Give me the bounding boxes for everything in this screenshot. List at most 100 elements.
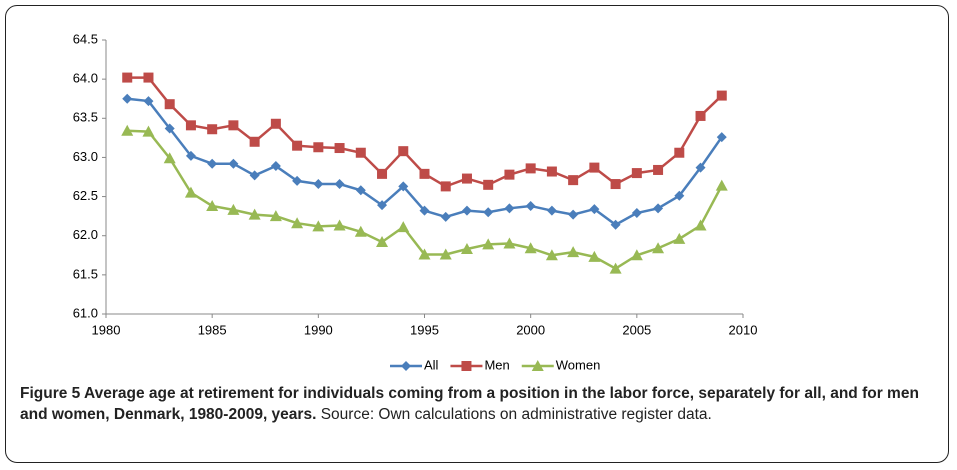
figure-frame xyxy=(5,5,949,463)
data-point xyxy=(503,237,516,249)
data-point xyxy=(609,262,622,274)
data-point xyxy=(355,185,366,196)
data-point xyxy=(504,203,515,214)
data-point xyxy=(631,168,642,179)
y-tick-label: 63.5 xyxy=(73,110,98,125)
data-point xyxy=(631,208,642,219)
data-point xyxy=(483,179,494,190)
data-point xyxy=(524,242,537,254)
data-point xyxy=(694,219,707,231)
data-point xyxy=(376,235,389,247)
data-point xyxy=(440,181,451,192)
y-tick-label: 64.0 xyxy=(73,71,98,86)
data-point xyxy=(185,120,196,131)
data-point xyxy=(164,123,175,134)
data-point xyxy=(355,147,366,158)
data-point xyxy=(397,221,410,233)
x-tick-label: 1980 xyxy=(92,322,121,337)
data-point xyxy=(334,143,345,154)
data-point xyxy=(377,200,388,211)
data-point xyxy=(270,118,281,129)
data-point xyxy=(313,179,324,190)
legend-label: All xyxy=(424,357,439,372)
y-tick-label: 61.5 xyxy=(73,266,98,281)
data-point xyxy=(589,162,600,173)
data-point xyxy=(313,142,324,153)
y-tick-label: 64.5 xyxy=(73,31,98,46)
chart: 61.0 61.5 62.0 62.5 63.0 63.5 64.0 64.5 1980 1985… xyxy=(73,31,758,372)
data-point xyxy=(482,238,495,250)
data-point xyxy=(312,220,325,232)
data-point xyxy=(121,124,134,136)
data-point xyxy=(652,242,665,254)
data-point xyxy=(122,93,133,104)
data-point xyxy=(439,248,452,260)
data-point xyxy=(630,249,643,261)
data-point xyxy=(419,205,430,216)
data-point xyxy=(483,207,494,218)
data-point xyxy=(377,168,388,179)
legend-label: Men xyxy=(484,357,509,372)
data-point xyxy=(610,219,621,230)
data-point xyxy=(653,203,664,214)
data-point xyxy=(504,169,515,180)
data-point xyxy=(207,158,218,169)
data-point xyxy=(228,120,239,131)
data-point xyxy=(525,163,536,174)
x-tick-label: 2010 xyxy=(729,322,758,337)
x-tick-label: 1985 xyxy=(198,322,227,337)
data-point xyxy=(460,243,473,255)
data-point xyxy=(674,147,685,158)
data-point xyxy=(164,99,175,110)
y-tick-label: 62.5 xyxy=(73,188,98,203)
data-point xyxy=(546,205,557,216)
data-point xyxy=(610,179,621,190)
data-point xyxy=(461,173,472,184)
data-point xyxy=(269,210,282,222)
data-point xyxy=(419,168,430,179)
legend-marker xyxy=(401,361,411,371)
data-point xyxy=(715,179,728,191)
data-point xyxy=(674,190,685,201)
data-point xyxy=(440,211,451,222)
data-point xyxy=(545,249,558,261)
data-point xyxy=(163,152,176,164)
caption-title: Figure 5 Average age at retirement for i… xyxy=(20,385,919,423)
data-point xyxy=(184,186,197,198)
x-tick-label: 1990 xyxy=(304,322,333,337)
data-point xyxy=(716,90,727,101)
data-point xyxy=(206,199,219,211)
data-point xyxy=(291,217,304,229)
data-point xyxy=(292,140,303,151)
data-point xyxy=(567,246,580,258)
data-point xyxy=(398,181,409,192)
data-point xyxy=(418,248,431,260)
x-tick-label: 2000 xyxy=(516,322,545,337)
data-point xyxy=(695,110,706,121)
x-tick-label: 2005 xyxy=(622,322,651,337)
data-point xyxy=(398,146,409,157)
data-point xyxy=(354,225,367,237)
data-point xyxy=(292,175,303,186)
data-point xyxy=(525,200,536,211)
data-point xyxy=(461,205,472,216)
data-point xyxy=(249,136,260,147)
data-point xyxy=(249,170,260,181)
data-point xyxy=(695,162,706,173)
data-point xyxy=(546,166,557,177)
legend-marker xyxy=(461,361,472,371)
data-point xyxy=(207,124,218,135)
x-tick-label: 1995 xyxy=(410,322,439,337)
data-point xyxy=(334,179,345,190)
data-point xyxy=(568,209,579,220)
caption-source: Source: Own calculations on administrati… xyxy=(320,406,712,423)
data-point xyxy=(248,208,261,220)
y-tick-label: 63.0 xyxy=(73,149,98,164)
data-point xyxy=(588,250,601,262)
data-point xyxy=(673,232,686,244)
data-point xyxy=(333,219,346,231)
data-point xyxy=(142,125,155,137)
data-point xyxy=(143,72,154,83)
y-tick-label: 61.0 xyxy=(73,305,98,320)
